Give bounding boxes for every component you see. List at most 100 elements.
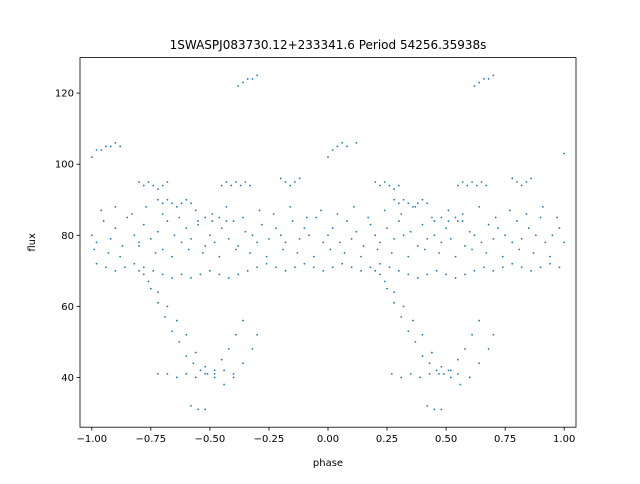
data-point [383,280,386,283]
data-point [320,209,322,212]
data-point [331,266,334,269]
data-point [249,184,251,187]
data-point [244,181,247,183]
data-point [100,209,103,212]
data-point [232,220,235,222]
data-point [433,220,436,222]
data-point [527,227,530,230]
data-point [345,220,348,222]
data-point [449,376,452,379]
data-point [227,348,230,350]
data-point [220,184,223,187]
data-point [275,227,277,230]
data-point [473,234,476,237]
data-point [199,273,202,276]
data-point [322,241,325,244]
data-point [211,220,214,222]
data-point [204,408,207,411]
data-point [105,266,107,269]
data-point [95,262,98,265]
data-point [237,85,240,87]
data-point [353,205,355,208]
data-point [525,213,528,215]
data-point [374,234,377,237]
data-point [343,252,346,254]
data-point [426,404,429,407]
data-point [388,266,391,269]
data-point [190,202,192,205]
data-point [487,223,490,226]
data-point [166,220,169,222]
data-point [201,252,204,254]
data-point [291,220,294,222]
data-point [209,234,211,237]
data-point [482,78,485,80]
data-point [114,227,117,230]
data-point [256,266,259,269]
data-point [402,234,405,237]
data-point [121,245,124,247]
data-point [457,358,459,361]
data-point [397,269,400,272]
data-point [412,205,414,208]
data-point [126,216,129,219]
data-point [93,248,96,251]
x-tick-label: −0.25 [254,434,285,445]
data-point [225,205,228,208]
data-point [426,273,429,276]
data-point [492,269,495,272]
data-point [312,266,315,269]
data-point [485,184,488,187]
data-point [138,245,140,247]
data-point [336,145,339,148]
data-point [435,369,438,372]
data-point [157,188,159,190]
data-point [227,237,230,240]
x-tick-label: −1.00 [76,434,107,445]
data-point [237,273,240,276]
data-point [379,262,381,265]
data-point [383,209,386,212]
y-axis-label: flux [27,233,38,252]
data-point [379,184,381,187]
data-point [520,266,523,269]
data-point [440,408,443,411]
data-point [487,348,490,350]
data-point [138,181,140,183]
data-point [109,237,112,240]
data-point [289,184,292,187]
data-point [525,181,528,183]
data-point [516,220,518,222]
data-point [402,198,405,201]
data-point [400,376,403,379]
data-point [393,198,396,201]
data-point [454,216,457,219]
y-tick-label: 40 [61,373,74,384]
data-point [478,319,481,322]
data-point [336,213,339,215]
data-point [447,209,450,212]
data-point [362,245,365,247]
data-point [539,216,542,219]
data-point [464,245,466,247]
data-point [327,156,329,159]
data-point [225,181,228,183]
data-point [204,365,207,368]
data-point [279,234,282,237]
data-point [294,266,296,269]
data-point [445,227,447,230]
data-point [138,269,140,272]
data-point [272,213,275,215]
data-point [175,376,178,379]
data-point [558,227,561,230]
data-point [303,262,306,265]
data-point [530,177,533,180]
data-point [542,205,544,208]
data-point [157,291,159,294]
data-point [478,81,481,84]
data-point [414,205,417,208]
data-point [305,216,308,219]
data-point [449,237,452,240]
data-point [265,255,268,258]
data-point [407,273,410,276]
